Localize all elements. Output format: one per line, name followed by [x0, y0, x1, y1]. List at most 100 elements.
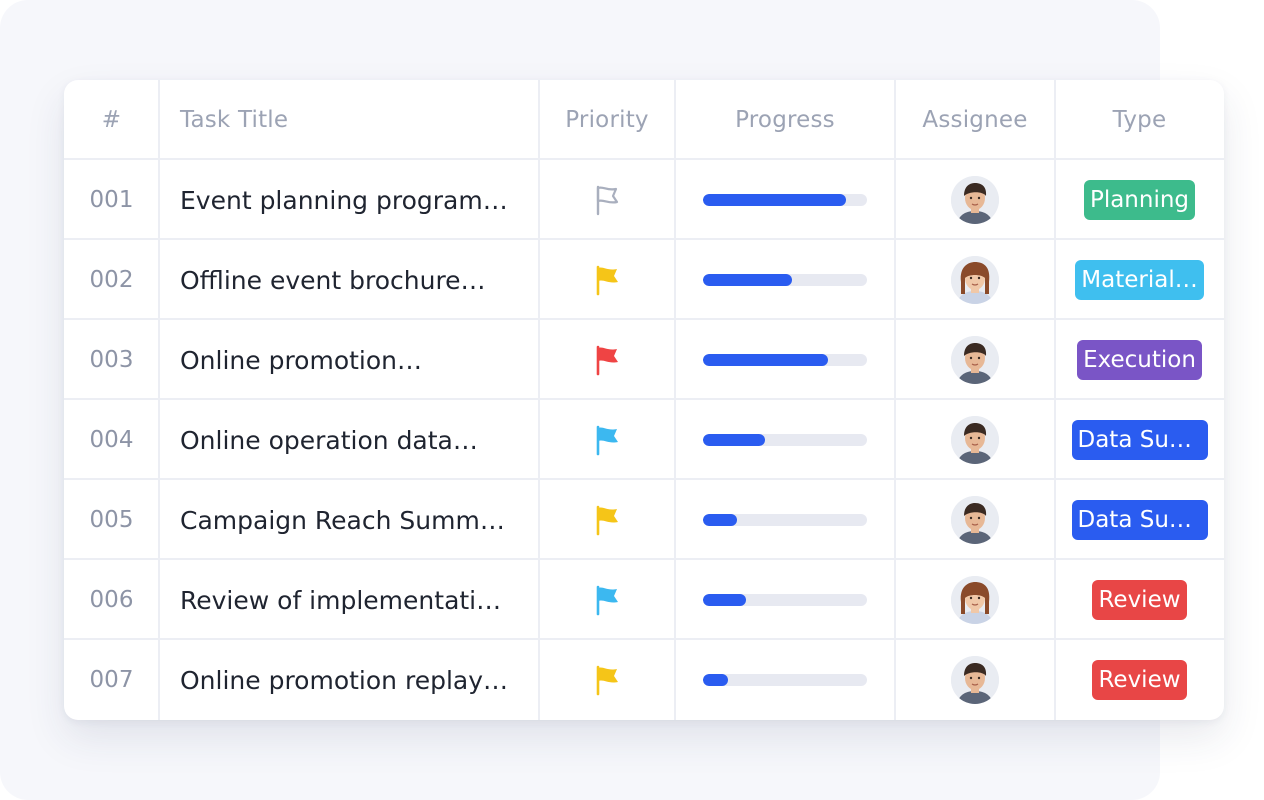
header-type[interactable]: Type	[1055, 80, 1224, 160]
avatar-man-1[interactable]	[951, 176, 999, 224]
row-number: 002	[89, 267, 134, 293]
priority-cell[interactable]	[539, 160, 675, 240]
task-title-cell[interactable]: Online promotion…	[159, 320, 539, 400]
priority-cell[interactable]	[539, 640, 675, 720]
flag-icon[interactable]	[594, 424, 620, 456]
flag-icon[interactable]	[594, 584, 620, 616]
assignee-cell[interactable]	[895, 240, 1055, 320]
flag-icon[interactable]	[594, 344, 620, 376]
progress-cell	[675, 640, 895, 720]
type-tag[interactable]: Review	[1092, 660, 1187, 700]
table-header: # Task Title Priority Progress Assignee …	[64, 80, 1224, 160]
row-number-cell: 002	[64, 240, 159, 320]
avatar-man-5[interactable]	[951, 656, 999, 704]
task-title[interactable]: Campaign Reach Summ…	[180, 505, 505, 535]
header-task-title-label: Task Title	[180, 107, 289, 133]
priority-cell[interactable]	[539, 320, 675, 400]
type-cell[interactable]: Data Sum…	[1055, 400, 1224, 480]
column-divider	[1054, 80, 1056, 720]
type-cell[interactable]: Review	[1055, 640, 1224, 720]
task-title[interactable]: Review of implementati…	[180, 585, 502, 615]
priority-cell[interactable]	[539, 400, 675, 480]
task-title[interactable]: Online promotion…	[180, 345, 423, 375]
row-number: 001	[89, 187, 134, 213]
table-row[interactable]: 003 Online promotion… Execution	[64, 320, 1224, 400]
avatar-woman-1[interactable]	[951, 256, 999, 304]
column-divider	[894, 80, 896, 720]
assignee-cell[interactable]	[895, 560, 1055, 640]
progress-bar-fill	[703, 514, 738, 526]
type-tag[interactable]: Data Sum…	[1071, 500, 1208, 540]
type-cell[interactable]: Planning	[1055, 160, 1224, 240]
header-priority[interactable]: Priority	[539, 80, 675, 160]
type-tag[interactable]: Planning	[1083, 180, 1196, 220]
type-tag[interactable]: Review	[1092, 580, 1187, 620]
progress-cell	[675, 240, 895, 320]
type-tag[interactable]: Material…	[1075, 260, 1204, 300]
progress-bar	[703, 434, 867, 446]
type-tag[interactable]: Execution	[1077, 340, 1202, 380]
task-table: # Task Title Priority Progress Assignee …	[64, 80, 1224, 720]
row-number-cell: 001	[64, 160, 159, 240]
table-row[interactable]: 006 Review of implementati… Review	[64, 560, 1224, 640]
priority-cell[interactable]	[539, 480, 675, 560]
progress-bar-fill	[703, 594, 746, 606]
header-number[interactable]: #	[64, 80, 159, 160]
task-title[interactable]: Offline event brochure…	[180, 265, 486, 295]
task-title-cell[interactable]: Campaign Reach Summ…	[159, 480, 539, 560]
priority-cell[interactable]	[539, 560, 675, 640]
flag-outline-icon[interactable]	[594, 184, 620, 216]
row-number: 005	[89, 507, 134, 533]
assignee-cell[interactable]	[895, 480, 1055, 560]
row-number-cell: 005	[64, 480, 159, 560]
progress-bar-fill	[703, 434, 766, 446]
progress-cell	[675, 160, 895, 240]
flag-icon[interactable]	[594, 504, 620, 536]
task-title-cell[interactable]: Online operation data…	[159, 400, 539, 480]
task-title[interactable]: Online promotion replay…	[180, 665, 509, 695]
assignee-cell[interactable]	[895, 640, 1055, 720]
type-tag[interactable]: Data Sum…	[1071, 420, 1208, 460]
avatar-man-3[interactable]	[951, 416, 999, 464]
table-row[interactable]: 004 Online operation data… Data Sum…	[64, 400, 1224, 480]
avatar-man-2[interactable]	[951, 336, 999, 384]
assignee-cell[interactable]	[895, 160, 1055, 240]
header-progress[interactable]: Progress	[675, 80, 895, 160]
table-row[interactable]: 005 Campaign Reach Summ… Data Sum…	[64, 480, 1224, 560]
header-task-title[interactable]: Task Title	[159, 80, 539, 160]
progress-cell	[675, 480, 895, 560]
assignee-cell[interactable]	[895, 320, 1055, 400]
header-type-label: Type	[1112, 107, 1167, 133]
progress-cell	[675, 320, 895, 400]
type-cell[interactable]: Execution	[1055, 320, 1224, 400]
flag-icon[interactable]	[594, 264, 620, 296]
progress-bar-fill	[703, 194, 846, 206]
row-number-cell: 004	[64, 400, 159, 480]
row-number: 007	[89, 667, 134, 693]
task-title-cell[interactable]: Offline event brochure…	[159, 240, 539, 320]
row-number: 004	[89, 427, 134, 453]
task-title-cell[interactable]: Review of implementati…	[159, 560, 539, 640]
table-row[interactable]: 001 Event planning program… Planning	[64, 160, 1224, 240]
flag-icon[interactable]	[594, 664, 620, 696]
task-title-cell[interactable]: Online promotion replay…	[159, 640, 539, 720]
table-row[interactable]: 007 Online promotion replay… Review	[64, 640, 1224, 720]
type-cell[interactable]: Data Sum…	[1055, 480, 1224, 560]
task-title[interactable]: Event planning program…	[180, 185, 508, 215]
assignee-cell[interactable]	[895, 400, 1055, 480]
progress-bar	[703, 194, 867, 206]
progress-cell	[675, 400, 895, 480]
row-number-cell: 006	[64, 560, 159, 640]
header-assignee[interactable]: Assignee	[895, 80, 1055, 160]
progress-bar	[703, 674, 867, 686]
row-number: 003	[89, 347, 134, 373]
avatar-man-4[interactable]	[951, 496, 999, 544]
task-title-cell[interactable]: Event planning program…	[159, 160, 539, 240]
priority-cell[interactable]	[539, 240, 675, 320]
avatar-woman-2[interactable]	[951, 576, 999, 624]
type-cell[interactable]: Material…	[1055, 240, 1224, 320]
row-number-cell: 003	[64, 320, 159, 400]
table-row[interactable]: 002 Offline event brochure… Material…	[64, 240, 1224, 320]
type-cell[interactable]: Review	[1055, 560, 1224, 640]
task-title[interactable]: Online operation data…	[180, 425, 478, 455]
